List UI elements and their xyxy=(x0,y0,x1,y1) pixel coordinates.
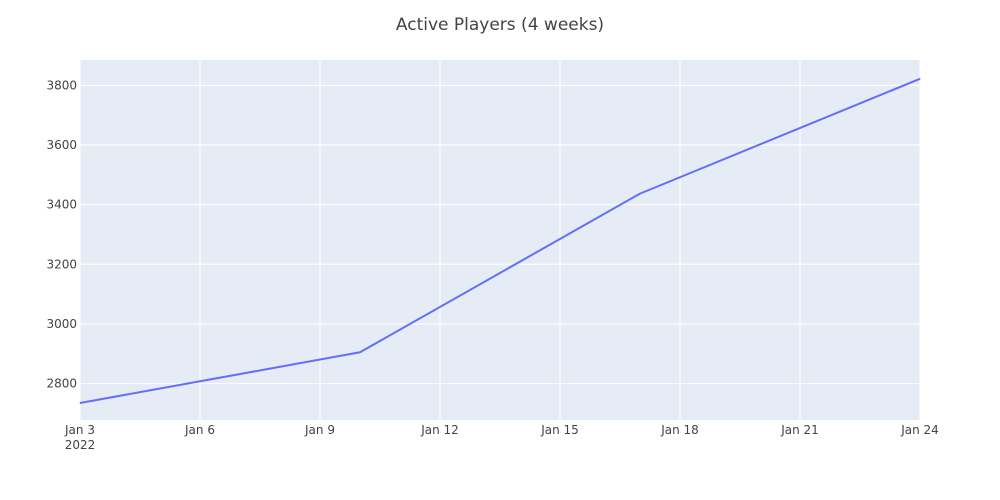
x-tick-sublabel: 2022 xyxy=(65,438,96,452)
y-tick-label: 3800 xyxy=(46,78,77,92)
y-tick-label: 3000 xyxy=(46,317,77,331)
data-point xyxy=(359,351,361,353)
x-tick-label: Jan 12 xyxy=(420,423,459,437)
x-tick-label: Jan 6 xyxy=(184,423,215,437)
data-point xyxy=(639,193,641,195)
y-tick-label: 2800 xyxy=(46,377,77,391)
y-tick-label: 3600 xyxy=(46,138,77,152)
x-tick-label: Jan 18 xyxy=(660,423,699,437)
x-tick-label: Jan 15 xyxy=(540,423,579,437)
data-point xyxy=(79,402,81,404)
y-axis-ticks: 2800 3000 3200 3400 3600 3800 xyxy=(46,78,77,390)
plot-area xyxy=(80,60,920,420)
x-tick-label: Jan 24 xyxy=(900,423,939,437)
series-layer xyxy=(79,77,921,404)
y-tick-label: 3200 xyxy=(46,257,77,271)
grid-lines xyxy=(79,60,921,420)
chart-title: Active Players (4 weeks) xyxy=(396,15,604,35)
y-tick-label: 3400 xyxy=(46,198,77,212)
x-tick-label: Jan 21 xyxy=(780,423,819,437)
x-tick-label: Jan 3 xyxy=(64,423,95,437)
series-line xyxy=(79,77,921,404)
x-tick-label: Jan 9 xyxy=(304,423,335,437)
data-point xyxy=(919,78,921,80)
